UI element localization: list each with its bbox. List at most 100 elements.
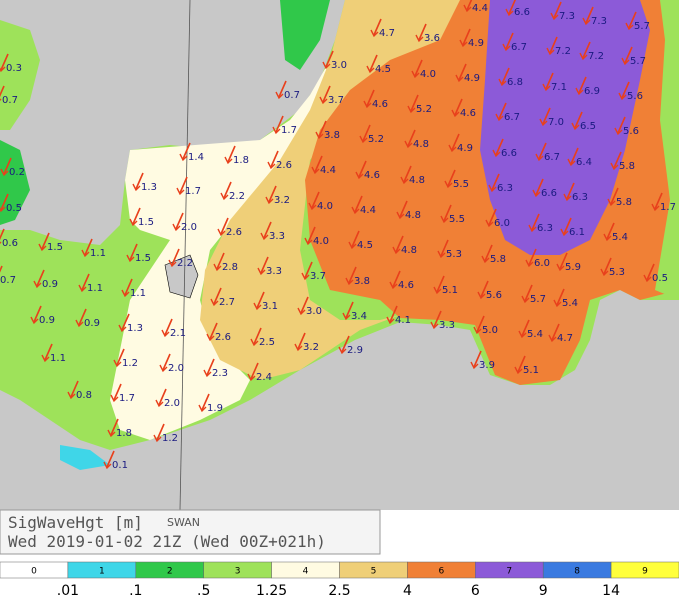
wave-arrow-head [451, 109, 460, 118]
wave-arrow [297, 332, 306, 350]
wave-arrow [501, 67, 510, 85]
wave-height-label: 2.0 [164, 398, 180, 409]
wave-height-label: 1.5 [138, 217, 154, 228]
wave-arrow [3, 157, 12, 175]
wave-arrow-head [607, 198, 616, 207]
wave-height-label: 1.8 [233, 155, 249, 166]
wave-arrow [410, 94, 419, 112]
subtitle: Wed 2019-01-02 21Z (Wed 00Z+021h) [8, 532, 326, 551]
wave-arrow-head [126, 254, 135, 263]
wave-height-label: 0.1 [112, 460, 128, 471]
wave-arrow-head [546, 47, 555, 56]
wave-arrow-head [250, 338, 259, 347]
wave-height-label: 6.6 [541, 188, 557, 199]
wave-arrow-head [113, 359, 122, 368]
wave-arrow-head [556, 263, 565, 272]
wave-arrow [182, 142, 191, 160]
wave-height-label: 2.2 [229, 191, 245, 202]
wave-arrow [135, 172, 144, 190]
wave-arrow-head [297, 307, 306, 316]
wave-arrow-head [265, 196, 274, 205]
wave-arrow [354, 195, 363, 213]
wave-arrow [582, 41, 591, 59]
wave-arrow-head [505, 8, 514, 17]
wave-arrow [253, 327, 262, 345]
wave-arrow [480, 280, 489, 298]
wave-arrow-head [153, 434, 162, 443]
wave-arrow-head [495, 113, 504, 122]
wave-arrow [201, 393, 210, 411]
wave-arrow-head [600, 268, 609, 277]
wave-arrow [256, 291, 265, 309]
wave-height-label: 7.3 [591, 16, 607, 27]
wave-arrow-head [610, 162, 619, 171]
wave-height-label: 3.3 [266, 266, 282, 277]
wave-height-label: 4.4 [320, 165, 336, 176]
wave-height-label: 3.2 [303, 342, 319, 353]
wave-arrow-head [553, 299, 562, 308]
wave-height-label: 3.6 [424, 33, 440, 44]
wave-height-label: 4.9 [464, 73, 480, 84]
wave-arrow [278, 80, 287, 98]
wave-height-label: 4.0 [317, 201, 333, 212]
wave-arrow-head [459, 39, 468, 48]
wave-arrow-head [502, 43, 511, 52]
wave-arrow-head [176, 187, 185, 196]
wave-arrow [559, 252, 568, 270]
wave-height-label: 6.0 [494, 218, 510, 229]
wave-height-label: 4.9 [457, 143, 473, 154]
wave-arrow [116, 348, 125, 366]
wave-height-label: 5.4 [562, 298, 578, 309]
legend-bound: 14 [602, 583, 620, 599]
wave-arrow-head [0, 66, 6, 73]
wave-height-label: 7.3 [559, 11, 575, 22]
wave-arrow-head [172, 223, 181, 232]
wave-arrow-head [548, 334, 557, 343]
wave-height-label: 1.3 [127, 323, 143, 334]
wave-arrow [113, 383, 122, 401]
wave-height-label: 4.9 [468, 38, 484, 49]
wave-height-label: 6.1 [569, 227, 585, 238]
wave-height-label: 6.7 [511, 42, 527, 53]
wave-arrow [164, 318, 173, 336]
wave-height-label: 3.2 [274, 195, 290, 206]
wave-arrow-head [614, 127, 623, 136]
wave-height-label: 3.4 [351, 311, 367, 322]
wave-height-label: 3.3 [439, 320, 455, 331]
island [164, 254, 199, 299]
wave-height-label: 6.8 [507, 77, 523, 88]
wave-arrow [549, 36, 558, 54]
wave-arrow-head [518, 330, 527, 339]
wave-arrow-head [304, 237, 313, 246]
wave-arrow-head [651, 203, 660, 212]
legend-bound: 4 [403, 583, 412, 599]
wave-height-label: 6.9 [584, 86, 600, 97]
legend: 0 1 2 3 4 5 6 7 8 9 .01 .1 .5 1.25 2.5 4 6 9 14 [0, 561, 679, 599]
wave-arrow-head [224, 156, 233, 165]
wave-height-label: 0.9 [39, 315, 55, 326]
wave-height-label: 4.5 [375, 64, 391, 75]
wave-arrow-head [411, 70, 420, 79]
wave-arrow [517, 355, 526, 373]
wave-arrow [227, 145, 236, 163]
wave-height-label: 5.5 [449, 214, 465, 225]
wave-height-label: 4.8 [405, 210, 421, 221]
wave-height-label: 5.4 [612, 232, 628, 243]
wave-arrow [407, 129, 416, 147]
wave-height-label: 4.0 [313, 236, 329, 247]
sea-zone [0, 20, 40, 130]
legend-class: 4 [303, 567, 309, 577]
wave-arrow-head [355, 171, 364, 180]
legend-bound: 6 [471, 583, 480, 599]
wave-arrow-head [521, 295, 530, 304]
wave-arrow [484, 244, 493, 262]
wave-arrow [495, 138, 504, 156]
wave-arrow [345, 301, 354, 319]
wave-height-label: 6.3 [497, 183, 513, 194]
wave-arrow-head [267, 161, 276, 170]
wave-arrow [175, 212, 184, 230]
wave-arrow-head [338, 346, 347, 355]
wave-arrow [476, 315, 485, 333]
wave-height-label: 4.8 [401, 245, 417, 256]
wave-arrow [132, 207, 141, 225]
